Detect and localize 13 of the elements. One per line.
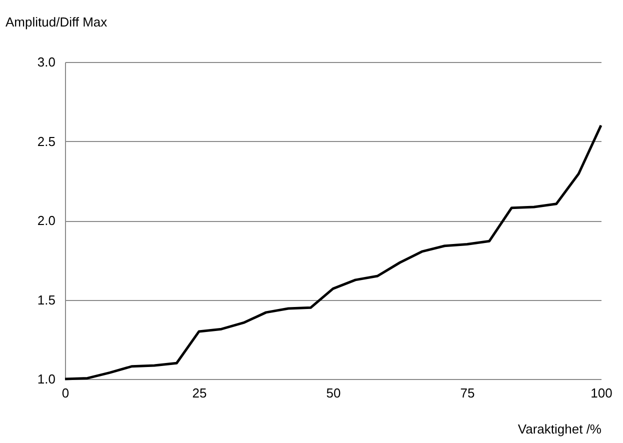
y-tick-label: 2.0 [37,213,56,228]
line-series [64,124,602,380]
y-tick-label: 1.5 [37,292,56,308]
x-tick-label: 50 [326,386,341,400]
y-tick-label: 1.0 [37,372,56,386]
x-axis-title: Varaktighet /% [518,422,602,436]
x-tick-label: 25 [192,386,207,400]
y-tick-label: 3.0 [37,54,56,70]
y-axis-title: Amplitud/Diff Max [6,14,108,30]
x-tick-label: 100 [590,386,612,400]
x-tick-label: 0 [62,386,70,400]
x-tick-label: 75 [460,386,475,400]
y-tick-label: 2.5 [37,134,56,149]
